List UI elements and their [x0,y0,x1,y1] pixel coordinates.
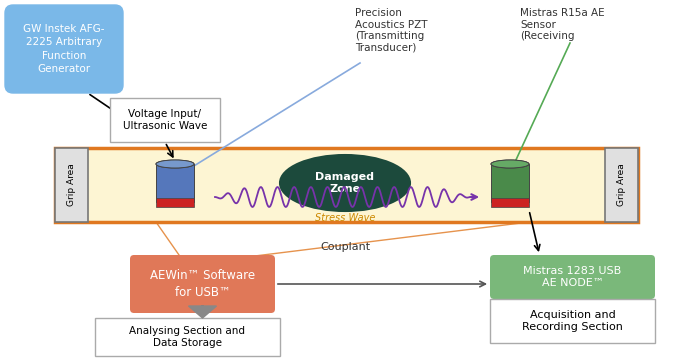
Bar [491,164,529,202]
Text: Mistras 1283 USB
AE NODE™: Mistras 1283 USB AE NODE™ [523,266,621,288]
FancyBboxPatch shape [5,5,123,93]
Ellipse shape [156,160,194,168]
Bar [110,98,220,142]
FancyBboxPatch shape [490,255,655,299]
Bar [490,299,655,343]
Text: AEWin™ Software
for USB™: AEWin™ Software for USB™ [150,269,255,299]
Text: Analysing Section and
Data Storage: Analysing Section and Data Storage [129,326,245,348]
Bar [55,148,638,222]
Text: Grip Area: Grip Area [617,164,626,206]
Bar [95,318,280,356]
Text: Precision
Acoustics PZT
(Transmitting
Transducer): Precision Acoustics PZT (Transmitting Tr… [355,8,427,53]
Text: Stress Wave: Stress Wave [315,213,375,223]
Ellipse shape [280,155,410,211]
Bar [55,148,88,222]
Ellipse shape [156,160,194,168]
Ellipse shape [491,160,529,168]
Text: Grip Area: Grip Area [67,164,76,206]
Text: Voltage Input/
Ultrasonic Wave: Voltage Input/ Ultrasonic Wave [123,109,207,131]
Bar [605,148,638,222]
Text: Damaged
Zone: Damaged Zone [316,172,375,194]
Text: Couplant: Couplant [320,242,370,252]
Text: Acquisition and
Recording Section: Acquisition and Recording Section [522,310,623,332]
Text: GW Instek AFG-
2225 Arbitrary
Function
Generator: GW Instek AFG- 2225 Arbitrary Function G… [23,24,105,74]
Bar [156,164,194,202]
Ellipse shape [491,160,529,168]
Bar [491,198,529,207]
FancyBboxPatch shape [130,255,275,313]
Text: Mistras R15a AE
Sensor
(Receiving: Mistras R15a AE Sensor (Receiving [520,8,605,41]
Bar [156,198,194,207]
Polygon shape [188,306,216,318]
